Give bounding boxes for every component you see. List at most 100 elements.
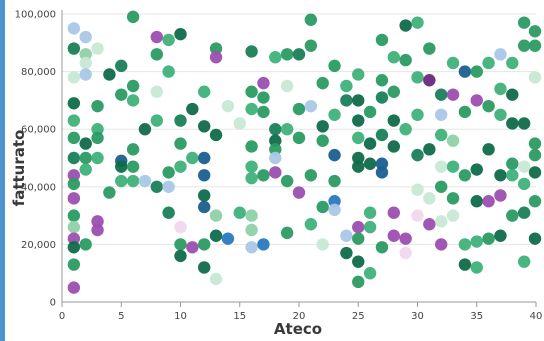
scatter-point: [91, 42, 104, 55]
scatter-point: [67, 22, 81, 35]
scatter-point: [198, 120, 211, 133]
scatter-point: [209, 51, 223, 64]
scatter-point: [423, 218, 436, 231]
scatter-point: [280, 79, 294, 93]
scatter-point: [269, 134, 282, 147]
scatter-point: [411, 209, 424, 222]
scatter-point: [67, 169, 81, 182]
scatter-point: [446, 209, 460, 222]
scatter-point: [292, 131, 306, 145]
y-axis-title: fatturato: [10, 130, 28, 207]
x-tick-label: 40: [530, 311, 543, 322]
scatter-point: [340, 94, 353, 107]
scatter-point: [375, 74, 389, 87]
scatter-point: [375, 91, 389, 104]
scatter-point: [138, 123, 152, 136]
scatter-point: [67, 151, 81, 165]
scatter-point: [126, 10, 140, 24]
scatter-point: [79, 30, 92, 44]
scatter-point: [363, 137, 377, 150]
scatter-point: [375, 33, 389, 47]
scatter-point: [79, 48, 92, 61]
scatter-point: [209, 272, 223, 286]
scatter-point: [280, 226, 294, 240]
scatter-point: [162, 206, 175, 219]
scatter-point: [375, 128, 389, 142]
scatter-point: [423, 143, 436, 156]
scatter-point: [446, 88, 460, 101]
scatter-point: [174, 238, 187, 251]
scatter-point: [528, 166, 542, 179]
scatter-point: [162, 166, 175, 179]
scatter-point: [375, 166, 389, 179]
scatter-point: [280, 48, 294, 61]
scatter-point: [162, 33, 175, 47]
scatter-point: [399, 123, 412, 136]
scatter-point: [174, 114, 187, 127]
scatter-point: [304, 169, 318, 182]
y-tick-label: 40,000: [21, 182, 56, 193]
scatter-point: [446, 56, 460, 70]
scatter-point: [411, 108, 424, 122]
scatter-point: [328, 59, 341, 73]
scatter-point: [458, 238, 472, 251]
scatter-point: [435, 128, 448, 142]
scatter-point: [269, 143, 282, 156]
scatter-point: [67, 209, 81, 222]
scatter-point: [387, 85, 400, 98]
scatter-point: [233, 117, 246, 130]
scatter-point: [79, 151, 92, 165]
scatter-point: [245, 102, 258, 116]
scatter-point: [67, 281, 81, 294]
scatter-point: [67, 232, 81, 245]
scatter-point: [316, 200, 329, 214]
scatter-point: [269, 151, 282, 165]
scatter-point: [446, 160, 460, 173]
scatter-point: [363, 267, 377, 280]
scatter-point: [304, 13, 318, 26]
scatter-point: [506, 56, 519, 70]
scatter-point: [352, 232, 365, 245]
y-tick-label: 100,000: [15, 10, 56, 21]
scatter-point: [280, 174, 294, 188]
scatter-point: [79, 56, 92, 70]
scatter-point: [174, 160, 187, 173]
scatter-point: [174, 220, 187, 234]
scatter-point: [517, 117, 531, 130]
scatter-point: [79, 137, 92, 150]
scatter-point: [126, 174, 140, 188]
scatter-point: [316, 120, 329, 133]
scatter-point: [506, 209, 519, 222]
scatter-point: [245, 85, 258, 98]
scatter-point: [328, 195, 341, 208]
scatter-point: [411, 148, 424, 162]
scatter-point: [517, 160, 531, 173]
scatter-point: [126, 160, 140, 173]
scatter-point: [280, 123, 294, 136]
scatter-point: [198, 261, 211, 274]
scatter-point: [352, 151, 365, 165]
scatter-point: [423, 74, 436, 87]
scatter-point: [363, 157, 377, 170]
scatter-point: [126, 79, 140, 93]
scatter-point: [517, 16, 531, 29]
scatter-point: [115, 88, 128, 101]
scatter-point: [316, 76, 329, 90]
scatter-point: [162, 65, 175, 78]
scatter-point: [91, 131, 104, 145]
scatter-point: [399, 19, 412, 32]
scatter-point: [198, 85, 211, 98]
scatter-point: [67, 192, 81, 205]
scatter-point: [435, 108, 448, 122]
scatter-point: [67, 131, 81, 145]
scatter-point: [174, 249, 187, 263]
scatter-point: [458, 65, 472, 78]
scatter-point: [411, 71, 424, 84]
scatter-point: [482, 143, 495, 156]
scatter-point: [245, 160, 258, 173]
scatter-point: [292, 102, 306, 116]
scatter-point: [150, 114, 163, 127]
x-tick-label: 5: [118, 311, 124, 322]
scatter-point: [352, 114, 365, 127]
scatter-point: [470, 261, 483, 274]
